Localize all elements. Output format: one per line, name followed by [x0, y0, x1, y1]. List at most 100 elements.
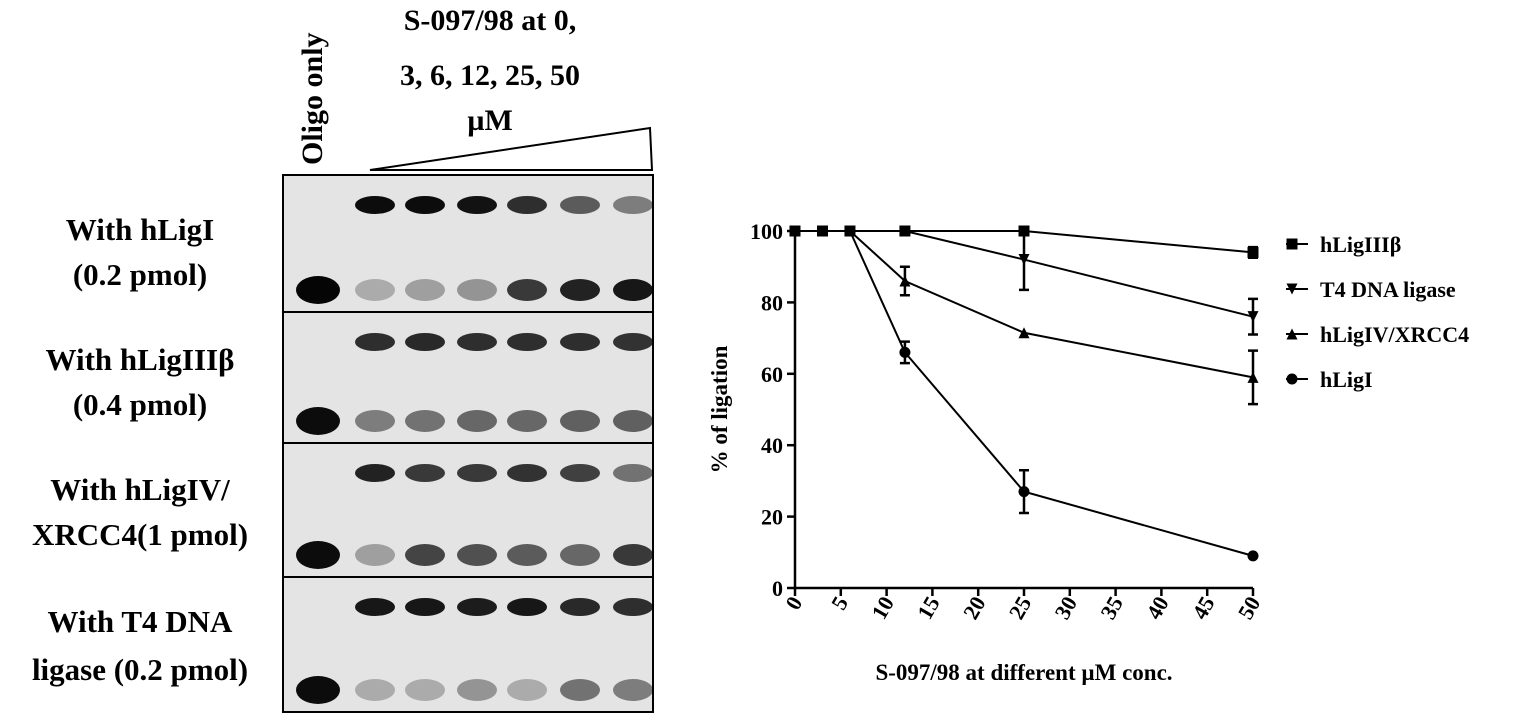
- row-label: With hLigIV/: [50, 472, 230, 507]
- gel-band: [296, 276, 340, 304]
- y-tick-label: 40: [761, 433, 783, 458]
- treatment-label: 3, 6, 12, 25, 50: [400, 59, 580, 92]
- gel-band: [507, 279, 547, 301]
- row-label: XRCC4(1 pmol): [32, 517, 248, 552]
- gel-band: [405, 679, 445, 701]
- gel-band: [507, 196, 547, 214]
- x-tick-label: 35: [1095, 592, 1128, 624]
- gel-band: [457, 679, 497, 701]
- gel-band: [560, 196, 600, 214]
- gel-band: [560, 464, 600, 482]
- gel-band: [560, 333, 600, 351]
- gel-band: [457, 598, 497, 616]
- gel-band: [405, 333, 445, 351]
- marker: [1018, 254, 1030, 266]
- y-tick-label: 0: [772, 576, 783, 601]
- gel-band: [507, 464, 547, 482]
- row-label: With hLigIIIβ: [46, 342, 235, 377]
- legend-label: hLigIIIβ: [1320, 232, 1401, 257]
- x-tick-label: 30: [1049, 592, 1082, 624]
- row-label: With T4 DNA: [48, 604, 234, 639]
- row-label: (0.4 pmol): [73, 387, 207, 422]
- gel-band: [507, 544, 547, 566]
- x-axis-label: S-097/98 at different µM conc.: [875, 660, 1172, 685]
- gel-band: [296, 676, 340, 704]
- legend-marker: [1286, 373, 1298, 385]
- legend-marker: [1286, 283, 1298, 295]
- row-label: ligase (0.2 pmol): [32, 652, 248, 687]
- treatment-label: µM: [467, 104, 513, 137]
- y-tick-label: 60: [761, 362, 783, 387]
- row-label: With hLigI: [66, 212, 214, 247]
- marker: [899, 346, 911, 358]
- legend-label: hLigI: [1320, 367, 1373, 392]
- x-tick-label: 45: [1187, 592, 1220, 624]
- gel-band: [613, 333, 653, 351]
- y-axis-label: % of ligation: [707, 345, 732, 473]
- lane-label: Oligo only: [296, 32, 329, 165]
- gel-band: [457, 544, 497, 566]
- marker: [1018, 486, 1030, 498]
- marker: [1018, 327, 1030, 339]
- gel-band: [405, 196, 445, 214]
- gel-band: [355, 410, 395, 432]
- marker: [789, 225, 801, 237]
- x-tick-label: 40: [1141, 592, 1174, 624]
- x-tick-label: 15: [912, 592, 945, 624]
- legend-marker: [1286, 238, 1298, 250]
- x-tick-label: 25: [1004, 592, 1037, 624]
- marker: [1247, 371, 1259, 383]
- gel-band: [613, 464, 653, 482]
- gel-band: [405, 410, 445, 432]
- gel-band: [613, 544, 653, 566]
- gel-band: [405, 544, 445, 566]
- gel-band: [613, 410, 653, 432]
- gel-band: [405, 279, 445, 301]
- gel-band: [405, 598, 445, 616]
- gel-band: [613, 679, 653, 701]
- marker: [844, 225, 856, 237]
- marker: [816, 225, 828, 237]
- gel-band: [507, 679, 547, 701]
- gel-band: [507, 410, 547, 432]
- x-tick-label: 10: [866, 592, 899, 624]
- gel-band: [355, 598, 395, 616]
- gel-image: [282, 174, 654, 713]
- gel-band: [560, 410, 600, 432]
- gel-band: [560, 279, 600, 301]
- treatment-label: S-097/98 at 0,: [404, 4, 577, 37]
- marker: [899, 275, 911, 287]
- gel-band: [355, 679, 395, 701]
- gel-band: [355, 333, 395, 351]
- gel-band: [296, 407, 340, 435]
- gel-band: [507, 598, 547, 616]
- marker: [1247, 550, 1259, 562]
- gel-band: [613, 598, 653, 616]
- gel-band: [560, 544, 600, 566]
- x-tick-label: 20: [958, 592, 991, 624]
- y-tick-label: 80: [761, 290, 783, 315]
- gel-band: [613, 196, 653, 214]
- gel-band: [355, 464, 395, 482]
- legend-label: T4 DNA ligase: [1320, 277, 1456, 302]
- y-tick-label: 20: [761, 505, 783, 530]
- gel-band: [457, 464, 497, 482]
- gel-band: [457, 196, 497, 214]
- y-tick-label: 100: [750, 219, 783, 244]
- gel-band: [560, 679, 600, 701]
- gradient-wedge: [369, 126, 654, 171]
- legend-label: hLigIV/XRCC4: [1320, 322, 1469, 347]
- gel-band: [613, 279, 653, 301]
- gel-band: [457, 279, 497, 301]
- gel-band: [355, 279, 395, 301]
- row-label: (0.2 pmol): [73, 257, 207, 292]
- gel-band: [355, 196, 395, 214]
- gel-band: [405, 464, 445, 482]
- gel-band: [560, 598, 600, 616]
- legend-marker: [1286, 328, 1298, 340]
- x-tick-label: 50: [1233, 592, 1266, 624]
- gel-band: [507, 333, 547, 351]
- gel-band: [296, 541, 340, 569]
- marker: [899, 225, 911, 237]
